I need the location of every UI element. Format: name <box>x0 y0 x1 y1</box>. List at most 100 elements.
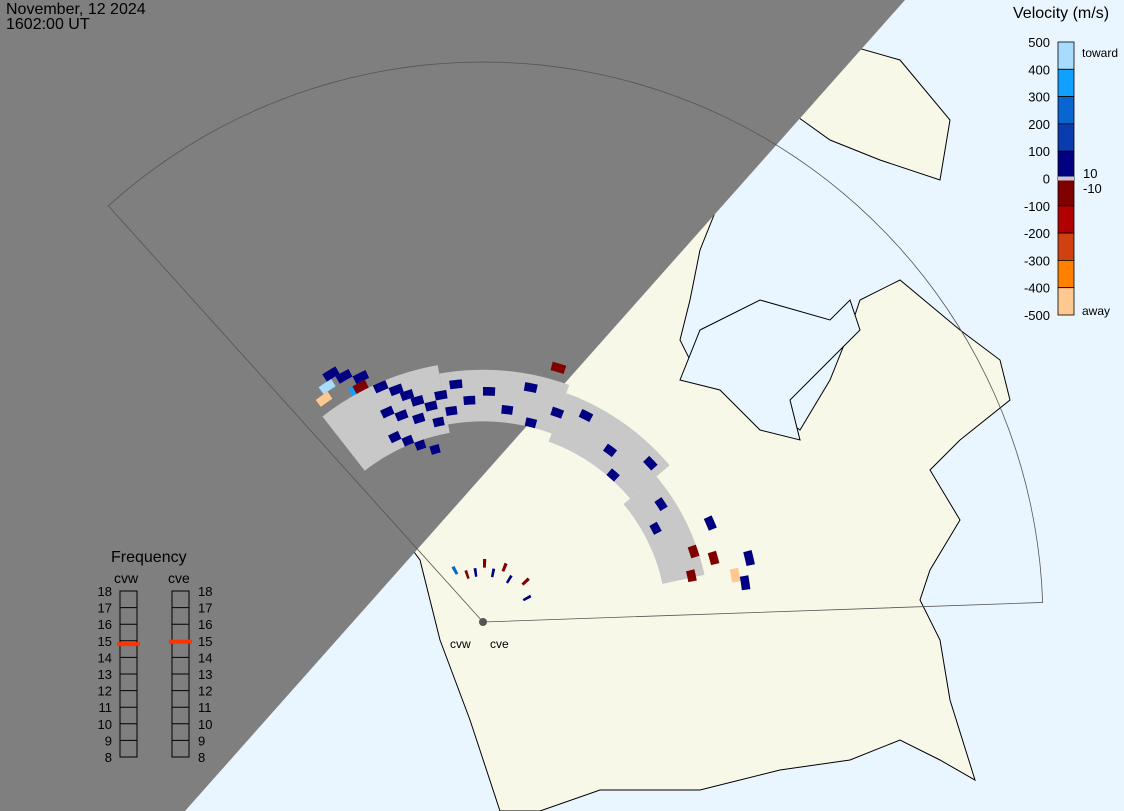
velocity-tick: 300 <box>1028 90 1050 105</box>
frequency-tick: 13 <box>98 667 112 682</box>
radar-field-of-view <box>107 61 1044 623</box>
velocity-cell <box>483 559 487 568</box>
velocity-cell <box>523 382 538 394</box>
ground-scatter-sector <box>322 365 450 471</box>
velocity-tick: 500 <box>1028 35 1050 50</box>
velocity-cell <box>434 389 448 401</box>
frequency-tick: 17 <box>198 601 212 616</box>
freq-radar-cvw: cvw <box>114 570 139 586</box>
scale-bin <box>1057 232 1075 261</box>
scale-zero-bin <box>1058 176 1074 181</box>
velocity-cell <box>654 497 668 512</box>
velocity-cell <box>412 412 426 425</box>
velocity-cell <box>550 361 567 374</box>
velocity-cell <box>388 383 404 397</box>
scale-bin <box>1057 178 1075 207</box>
frequency-tick: 16 <box>198 617 212 632</box>
frequency-tick: 8 <box>198 750 205 765</box>
time-label: 1602:00 UT <box>6 16 90 33</box>
frequency-tick: 9 <box>198 733 205 748</box>
radar-label-cvw: cvw <box>450 637 471 651</box>
scale-bin <box>1057 259 1075 289</box>
velocity-cell <box>578 409 594 423</box>
radar-label-cve: cve <box>490 637 509 651</box>
velocity-cell <box>335 368 353 384</box>
frequency-tick: 8 <box>105 750 112 765</box>
frequency-tick: 12 <box>198 684 212 699</box>
frequency-tick: 11 <box>198 700 212 715</box>
ground-scatter <box>322 365 705 584</box>
scale-bin <box>1057 150 1075 179</box>
velocity-cell <box>490 568 496 578</box>
velocity-cell <box>743 550 755 566</box>
velocity-cell <box>739 575 751 591</box>
velocity-cells <box>315 361 755 602</box>
velocity-cell <box>729 567 741 583</box>
frequency-tick: 12 <box>98 684 112 699</box>
scale-bin <box>1057 205 1075 234</box>
frequency-tick: 15 <box>98 634 112 649</box>
land-hudson-bay <box>679 299 861 441</box>
frequency-tick: 13 <box>198 667 212 682</box>
velocity-cell <box>522 594 532 602</box>
scale-label-10: 10 <box>1083 166 1098 181</box>
velocity-cell <box>352 379 369 394</box>
velocity-tick: -500 <box>1024 308 1050 323</box>
velocity-cell <box>505 574 513 584</box>
velocity-tick: 100 <box>1028 144 1050 159</box>
velocity-cell <box>483 387 496 396</box>
velocity-cell <box>315 391 333 407</box>
velocity-cell <box>687 544 700 559</box>
velocity-cell <box>429 444 441 455</box>
velocity-cell <box>445 405 458 416</box>
velocity-cell <box>394 409 409 422</box>
frequency-tick: 16 <box>98 617 112 632</box>
frequency-tick: 14 <box>198 650 212 665</box>
velocity-tick: -200 <box>1024 226 1050 241</box>
velocity-cell <box>550 406 565 419</box>
velocity-cell <box>707 550 720 566</box>
velocity-cell <box>685 569 697 583</box>
velocity-cell <box>473 568 478 577</box>
scale-bin <box>1057 96 1075 125</box>
velocity-cell <box>352 370 370 385</box>
scale-label-minus-10: -10 <box>1083 181 1102 196</box>
velocity-cell <box>501 562 508 572</box>
velocity-cell <box>322 366 340 382</box>
frequency-tick: 14 <box>98 650 112 665</box>
velocity-cell <box>432 416 445 428</box>
velocity-tick: 0 <box>1043 172 1050 187</box>
frequency-title: Frequency <box>111 549 187 566</box>
velocity-cell <box>401 434 415 447</box>
velocity-cell <box>464 569 470 579</box>
velocity-cell <box>379 405 395 419</box>
velocity-cell <box>424 400 438 412</box>
fov-outline <box>107 61 1044 623</box>
ground-scatter-sector <box>623 476 705 584</box>
scale-bin <box>1057 68 1075 98</box>
scale-bin <box>1057 123 1075 152</box>
scale-bin <box>1057 287 1075 316</box>
velocity-scale-title: Velocity (m/s) <box>1013 5 1110 22</box>
velocity-cell <box>399 389 415 402</box>
velocity-cell <box>449 379 463 390</box>
velocity-cell <box>602 443 618 458</box>
freq-radar-cve: cve <box>168 570 190 586</box>
scale-bin <box>1057 41 1075 70</box>
velocity-cell <box>703 515 717 531</box>
frequency-tick: 11 <box>99 700 113 715</box>
velocity-tick: -400 <box>1024 281 1050 296</box>
velocity-tick: 400 <box>1028 62 1050 77</box>
velocity-cell <box>463 395 476 406</box>
frequency-tick: 18 <box>198 584 212 599</box>
velocity-cell <box>410 395 425 407</box>
velocity-cell <box>414 439 427 451</box>
velocity-cell <box>643 455 658 471</box>
velocity-color-scale: 500 400 300 200 100 0 -100 -200 -300 -400 -500 <box>1024 35 1075 323</box>
away-label: away <box>1082 304 1111 318</box>
velocity-cell <box>372 380 389 394</box>
frequency-tick: 10 <box>198 717 212 732</box>
